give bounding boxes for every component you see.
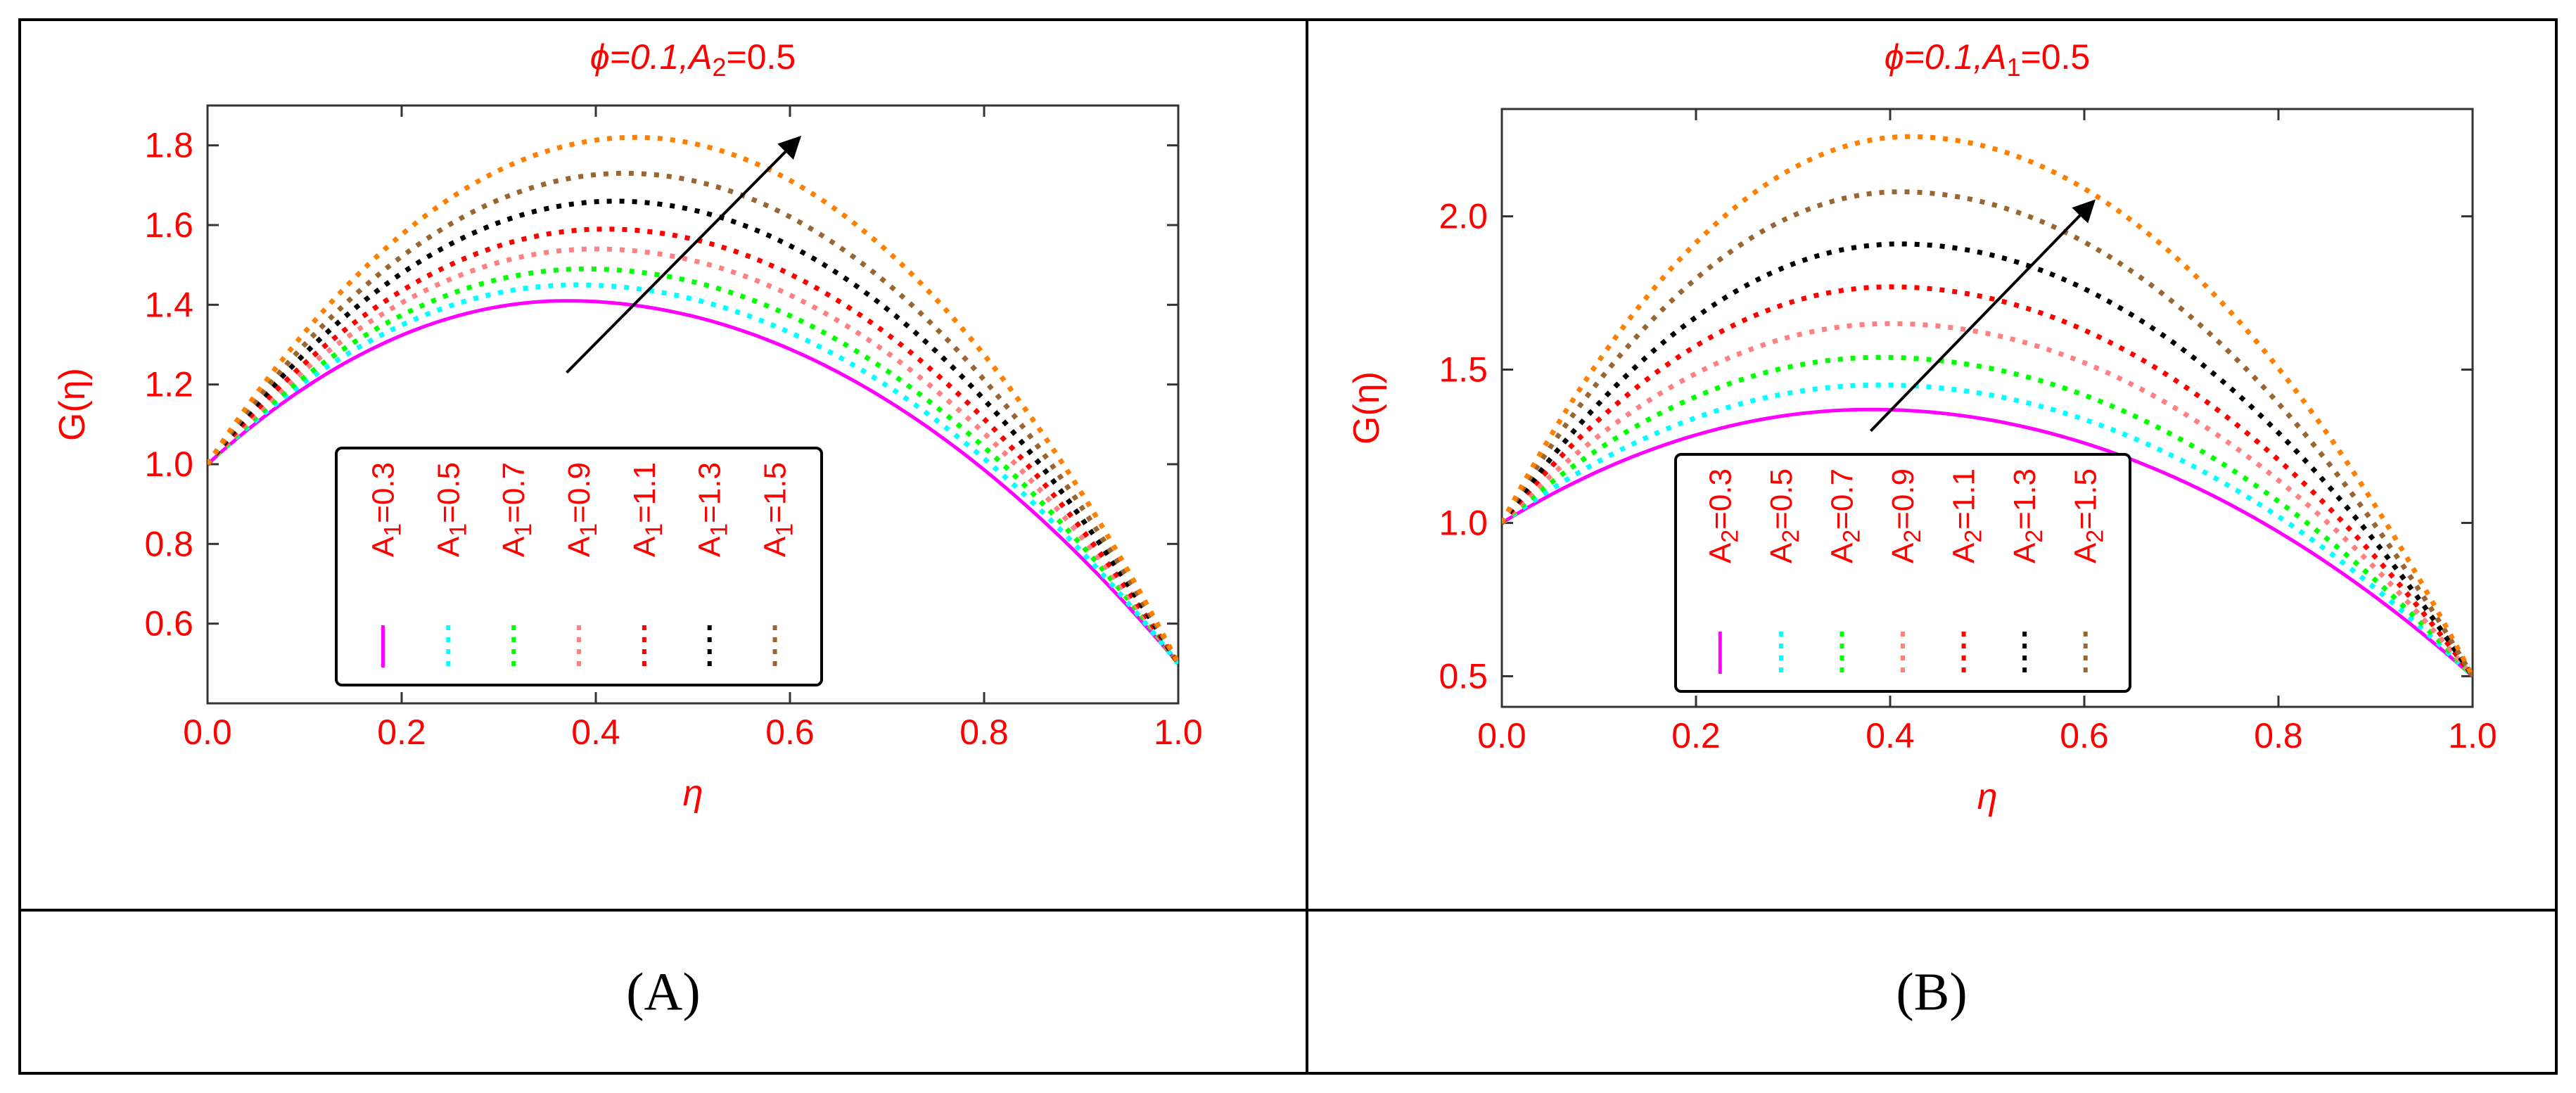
legend-label: A2=1.1 — [1947, 468, 1987, 563]
series-line-4 — [1502, 321, 2473, 678]
x-axis-label: η — [683, 773, 703, 814]
series-line-8 — [1502, 134, 2473, 678]
y-tick-label: 1.6 — [144, 205, 193, 245]
y-tick-label: 1.8 — [144, 126, 193, 165]
legend-label: A2=1.3 — [2008, 468, 2048, 563]
x-tick-label: 1.0 — [1154, 712, 1203, 752]
trend-arrow — [1869, 199, 2096, 433]
series-group — [208, 134, 1178, 665]
chart-title: ϕ=0.1,A1=0.5 — [1885, 37, 2091, 82]
x-tick-label: 0.6 — [2060, 716, 2109, 755]
y-tick-label: 0.5 — [1439, 656, 1488, 696]
series-line-2 — [208, 282, 1178, 665]
chart-title: ϕ=0.1,A2=0.5 — [590, 37, 796, 82]
caption-a: (A) — [626, 962, 701, 1021]
x-tick-label: 0.4 — [571, 712, 620, 752]
legend-label: A1=1.5 — [758, 462, 798, 557]
series-line-1 — [208, 299, 1178, 665]
y-tick-label: 1.0 — [144, 445, 193, 484]
legend: A1=0.3 A1=0.5 A1=0.7 A1=0.9 A1=1.1 A1=1.3 A1=1… — [335, 447, 823, 686]
legend-box — [335, 447, 823, 686]
series-line-7 — [1502, 189, 2473, 678]
y-tick-label: 1.0 — [1439, 503, 1488, 542]
plot-frame — [206, 104, 1180, 705]
y-tick-label: 0.6 — [144, 604, 193, 644]
x-tick-label: 0.0 — [183, 712, 232, 752]
legend-label: A1=0.9 — [562, 462, 602, 557]
series-line-3 — [208, 266, 1178, 665]
legend-label: A2=0.5 — [1764, 468, 1804, 563]
y-tick-label: 0.8 — [144, 524, 193, 563]
x-tick-label: 0.8 — [2254, 716, 2303, 755]
series-line-4 — [208, 246, 1178, 665]
legend-label: A1=1.1 — [627, 462, 668, 557]
legend: A2=0.3 A2=0.5 A2=0.7 A2=0.9 A2=1.1 A2=1.3 A2=1… — [1674, 453, 2131, 693]
figure-table — [18, 18, 2558, 1075]
series-line-2 — [1502, 382, 2473, 678]
x-tick-label: 1.0 — [2448, 716, 2497, 755]
legend-label: A2=1.5 — [2069, 468, 2109, 563]
y-axis-label: G(η) — [52, 368, 93, 441]
series-line-6 — [1502, 241, 2473, 678]
chart-a: ϕ=0.1,A2=0.5 0.0 0.2 0.4 0.6 0.8 1.0 0.6 0.8 1.0 1… — [52, 37, 1203, 814]
plot-frame — [1500, 108, 2474, 708]
x-tick-label: 0.8 — [959, 712, 1009, 752]
legend-label: A1=0.7 — [497, 462, 537, 557]
legend-label: A1=1.3 — [693, 462, 733, 557]
series-group — [1502, 134, 2473, 678]
caption-b: (B) — [1896, 962, 1967, 1021]
y-tick-label: 1.5 — [1439, 350, 1488, 390]
legend-label: A2=0.3 — [1703, 468, 1743, 563]
legend-label: A2=0.9 — [1886, 468, 1926, 563]
legend-label: A2=0.7 — [1825, 468, 1865, 563]
x-tick-label: 0.6 — [765, 712, 815, 752]
legend-label: A1=0.3 — [366, 462, 406, 557]
y-tick-label: 2.0 — [1439, 197, 1488, 236]
y-axis-label: G(η) — [1346, 371, 1387, 445]
trend-arrow — [566, 136, 802, 374]
series-line-7 — [208, 170, 1178, 665]
x-tick-label: 0.4 — [1866, 716, 1915, 755]
y-tick-label: 1.4 — [144, 285, 193, 324]
x-tick-label: 0.0 — [1477, 716, 1526, 755]
x-axis-label: η — [1977, 776, 1998, 817]
series-line-1 — [1502, 407, 2473, 678]
chart-b: ϕ=0.1,A1=0.5 0.0 0.2 0.4 0.6 0.8 1.0 0.5 1.0 1.5 2… — [1346, 37, 2497, 817]
x-tick-label: 0.2 — [1671, 716, 1721, 755]
x-tick-label: 0.2 — [377, 712, 426, 752]
legend-box — [1674, 453, 2131, 693]
y-tick-label: 1.2 — [144, 365, 193, 404]
legend-label: A1=0.5 — [431, 462, 471, 557]
